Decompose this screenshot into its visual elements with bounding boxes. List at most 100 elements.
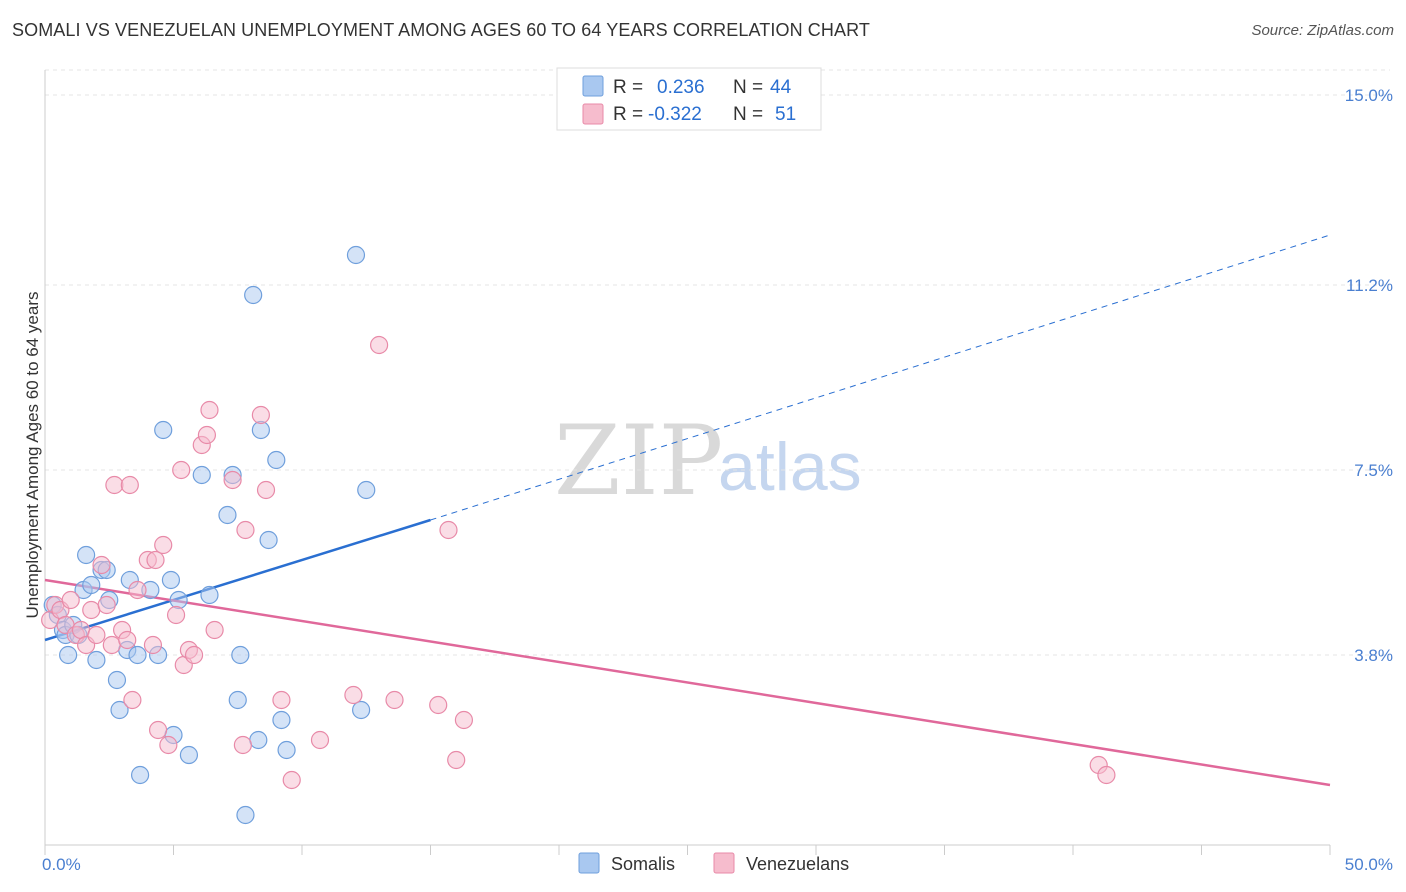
y-axis-title: Unemployment Among Ages 60 to 64 years [23, 292, 42, 619]
legend-n-value-venezuelans: 51 [775, 104, 796, 125]
watermark-atlas: atlas [718, 429, 862, 505]
somali-point-40 [277, 740, 296, 760]
venezuelan-point-23 [154, 535, 173, 555]
venezuelan-point-16 [120, 475, 139, 495]
venezuelan-point-21 [146, 550, 165, 570]
watermark-zip: ZIP [554, 405, 723, 517]
somali-point-42 [352, 700, 371, 720]
y-tick-label-1: 7.5% [1354, 461, 1393, 480]
chart-source: Source: ZipAtlas.com [1251, 22, 1394, 39]
somali-point-25 [169, 590, 188, 610]
venezuelan-point-11 [97, 595, 116, 615]
somali-point-29 [218, 505, 237, 525]
y-tick-label-0: 3.8% [1354, 646, 1393, 665]
venezuelan-point-17 [123, 690, 142, 710]
y-tick-label-2: 11.2% [1346, 276, 1393, 295]
venezuelan-point-18 [128, 580, 147, 600]
somali-point-19 [130, 765, 150, 785]
legend-r-value-somalis: 0.236 [657, 77, 705, 98]
venezuelan-point-9 [87, 625, 106, 645]
somali-point-33 [236, 805, 255, 825]
bottom-legend-swatch-somalis [578, 852, 600, 874]
venezuelan-point-39 [272, 690, 291, 710]
somali-point-43 [357, 480, 376, 500]
venezuelan-point-20 [143, 635, 163, 655]
somali-point-26 [179, 745, 199, 765]
legend-r-label-somalis: R = [613, 77, 643, 98]
bottom-legend-label-venezuelans: Venezuelans [746, 854, 849, 874]
venezuelan-point-29 [184, 645, 204, 665]
somali-point-14 [107, 670, 127, 690]
legend-n-value-somalis: 44 [770, 77, 792, 98]
bottom-legend-swatch-venezuelans [713, 852, 735, 874]
venezuelan-point-12 [102, 635, 121, 655]
somali-point-10 [87, 650, 106, 670]
venezuelan-point-31 [197, 425, 217, 445]
venezuelan-point-47 [447, 750, 466, 770]
somali-point-41 [346, 245, 366, 265]
somali-point-18 [128, 645, 147, 665]
legend-swatch-venezuelans [582, 103, 604, 125]
somali-point-8 [77, 545, 96, 565]
legend: R = 0.236 N = 44 R = -0.322 N = 51 [556, 67, 822, 131]
venezuelan-point-36 [236, 520, 255, 540]
venezuelan-point-13 [105, 475, 124, 495]
venezuelan-point-50 [1097, 765, 1116, 785]
y-tick-label-3: 15.0% [1345, 86, 1393, 105]
venezuelan-point-35 [233, 735, 252, 755]
somali-point-28 [200, 585, 219, 605]
x-tick-label-1: 50.0% [1345, 855, 1393, 874]
venezuelan-point-10 [92, 555, 111, 575]
venezuelan-point-48 [454, 710, 474, 730]
x-tick-label-0: 0.0% [42, 855, 81, 874]
somali-point-23 [161, 570, 181, 590]
venezuelan-point-44 [385, 690, 404, 710]
somali-point-38 [267, 450, 286, 470]
legend-n-label-somalis: N = [733, 77, 763, 98]
venezuelans-trend-line [44, 578, 1331, 787]
venezuelan-point-25 [166, 605, 186, 625]
somali-point-39 [272, 710, 291, 730]
venezuelan-point-32 [200, 400, 219, 420]
venezuelan-point-34 [223, 470, 242, 490]
legend-r-value-venezuelans: -0.322 [648, 104, 702, 125]
tick-labels: 3.8% 7.5% 11.2% 15.0% 0.0% 50.0% [42, 86, 1393, 874]
venezuelan-point-26 [172, 460, 191, 480]
somali-point-35 [249, 730, 268, 750]
venezuelan-point-38 [256, 480, 276, 500]
venezuelan-point-33 [205, 620, 224, 640]
venezuelan-point-15 [118, 630, 137, 650]
somali-point-4 [59, 645, 78, 665]
gridlines [45, 69, 1390, 656]
somali-point-22 [154, 420, 173, 440]
trend-lines [44, 234, 1331, 787]
axes [44, 70, 1331, 855]
venezuelan-point-4 [61, 590, 80, 610]
venezuelan-point-45 [429, 695, 448, 715]
somali-point-27 [192, 465, 211, 485]
venezuelan-point-41 [310, 730, 330, 750]
legend-r-label-venezuelans: R = [613, 104, 643, 125]
bottom-legend: Somalis Venezuelans [578, 852, 849, 874]
venezuelan-point-37 [251, 405, 270, 425]
venezuelan-point-24 [159, 735, 178, 755]
somali-point-15 [110, 700, 129, 720]
venezuelan-point-43 [370, 335, 389, 355]
venezuelan-point-40 [282, 770, 301, 790]
somali-point-34 [244, 285, 263, 305]
legend-swatch-somalis [582, 75, 604, 97]
venezuelan-point-22 [148, 720, 168, 740]
venezuelan-point-46 [439, 520, 458, 540]
somali-point-32 [231, 645, 250, 665]
somalis-trend-extension [430, 234, 1331, 521]
venezuelan-point-8 [82, 600, 101, 620]
data-points [41, 245, 1116, 825]
legend-n-label-venezuelans: N = [733, 104, 763, 125]
somali-point-31 [228, 690, 247, 710]
bottom-legend-label-somalis: Somalis [611, 854, 675, 874]
somali-point-9 [82, 575, 101, 595]
venezuelan-point-42 [344, 685, 363, 705]
somali-point-37 [259, 530, 278, 550]
somalis-trend-line [44, 518, 431, 642]
